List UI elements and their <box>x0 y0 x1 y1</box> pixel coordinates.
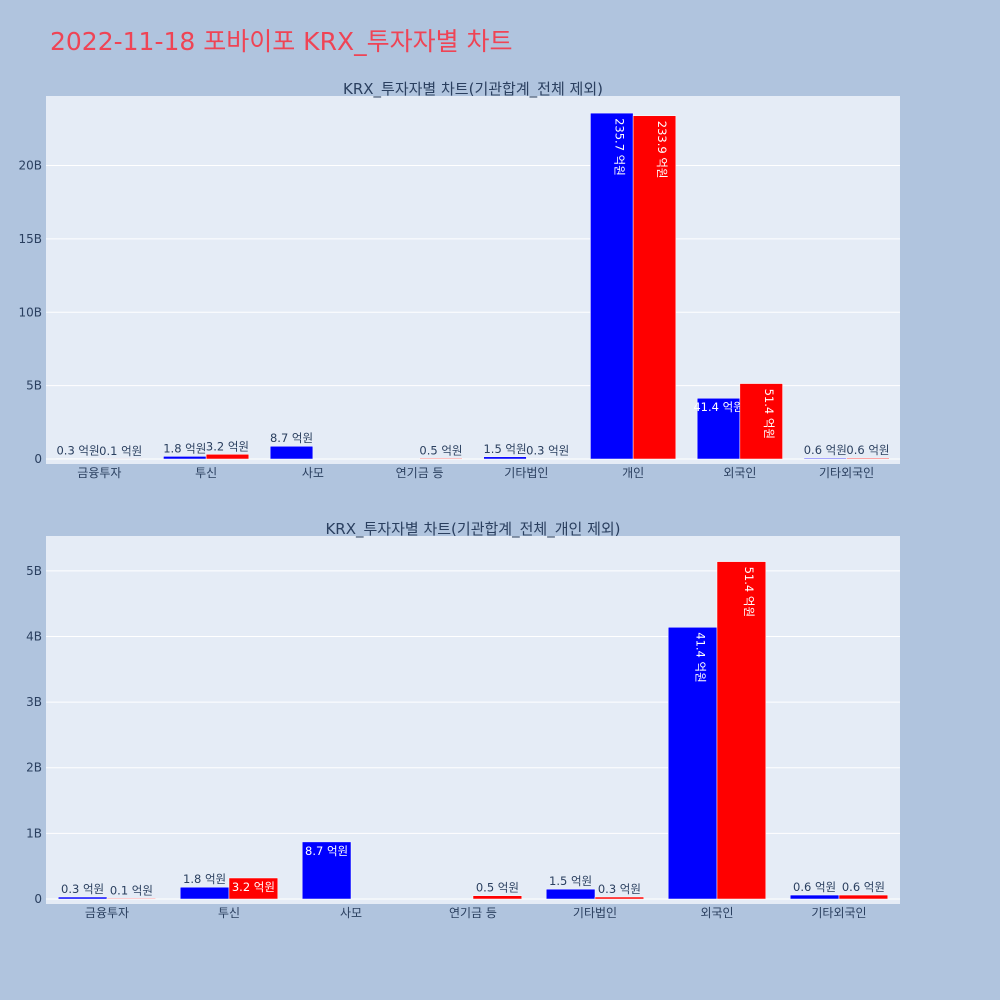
x-tick-label: 금융투자 <box>77 466 121 480</box>
bar-value-label: 3.2 억원 <box>206 439 249 453</box>
buy-bar <box>590 112 634 460</box>
bar-value-label: 0.6 억원 <box>846 443 889 457</box>
x-tick-label: 금융투자 <box>85 906 129 920</box>
buy-bar <box>789 894 840 900</box>
x-tick-label: 투신 <box>218 906 240 920</box>
sell-bar <box>472 895 523 900</box>
y-tick-label: 20B <box>18 159 42 173</box>
x-tick-label: 투신 <box>195 466 217 480</box>
chart-top: KRX_투자자별 차트(기관합계_전체 제외) 0 5B 10B 15B 20B 금융투자 0… <box>18 80 900 480</box>
bar-value-label: 8.7 억원 <box>305 844 348 858</box>
plot-area <box>46 536 900 904</box>
y-tick-label: 0 <box>34 452 42 466</box>
x-tick-label: 사모 <box>340 906 362 920</box>
x-tick-label: 사모 <box>302 466 324 480</box>
bar-value-label: 1.5 억원 <box>483 442 526 456</box>
y-tick-label: 2B <box>26 761 42 775</box>
buy-bar <box>301 841 352 900</box>
sell-bar <box>739 383 783 460</box>
x-tick-label: 외국인 <box>700 906 733 920</box>
y-tick-label: 5B <box>26 564 42 578</box>
main-title: 2022-11-18 포바이포 KRX_투자자별 차트 <box>50 27 513 56</box>
bar-value-label: 8.7 억원 <box>270 431 313 445</box>
buy-bar <box>179 886 230 900</box>
bar-value-label: 51.4 억원 <box>742 567 756 617</box>
x-tick-label: 기타법인 <box>504 466 548 480</box>
x-tick-label: 연기금 등 <box>449 906 497 920</box>
y-tick-label: 10B <box>18 305 42 319</box>
buy-bar <box>696 397 741 460</box>
buy-bar <box>269 445 314 460</box>
y-tick-label: 0 <box>34 892 42 906</box>
sell-bar <box>846 457 890 460</box>
sell-bar <box>716 561 767 900</box>
bar-value-label: 3.2 억원 <box>232 880 275 894</box>
x-tick-label: 기타법인 <box>573 906 617 920</box>
bar-value-label: 1.5 억원 <box>549 874 592 888</box>
buy-bar <box>163 456 207 460</box>
bar-value-label: 41.4 억원 <box>693 400 743 414</box>
bar-value-label: 0.6 억원 <box>793 880 836 894</box>
x-tick-label: 기타외국인 <box>811 906 866 920</box>
buy-bar <box>57 896 108 900</box>
bar-value-label: 233.9 억원 <box>655 121 669 179</box>
bar-value-label: 51.4 억원 <box>762 389 776 439</box>
bar-value-label: 0.1 억원 <box>99 444 142 458</box>
y-tick-label: 4B <box>26 629 42 643</box>
y-tick-label: 15B <box>18 232 42 246</box>
buy-bar <box>803 457 847 460</box>
y-tick-label: 1B <box>26 826 42 840</box>
bar-value-label: 0.6 억원 <box>804 443 847 457</box>
x-tick-label: 외국인 <box>723 466 756 480</box>
sell-bar <box>419 458 463 460</box>
bar-value-label: 0.1 억원 <box>110 883 153 897</box>
chart-title: KRX_투자자별 차트(기관합계_전체 제외) <box>343 80 603 99</box>
sell-bar <box>106 898 157 900</box>
bar-value-label: 0.5 억원 <box>476 881 519 895</box>
chart-bottom: KRX_투자자별 차트(기관합계_전체_개인 제외) 0 1B 2B 3B 4B 5B 금융투… <box>26 520 900 920</box>
buy-bar <box>667 627 718 900</box>
buy-bar <box>545 888 596 900</box>
y-tick-label: 5B <box>26 379 42 393</box>
x-tick-label: 개인 <box>622 466 644 480</box>
bar-value-label: 41.4 억원 <box>693 632 707 682</box>
bar-value-label: 0.3 억원 <box>56 444 99 458</box>
bar-value-label: 1.8 억원 <box>163 441 206 455</box>
bar-value-label: 0.3 억원 <box>526 444 569 458</box>
x-tick-label: 기타외국인 <box>819 466 874 480</box>
bar-value-label: 0.3 억원 <box>61 882 104 896</box>
bar-value-label: 0.5 억원 <box>419 443 462 457</box>
sell-bar <box>228 877 279 900</box>
sell-bar <box>632 115 677 460</box>
sell-bar <box>594 896 645 900</box>
x-tick-label: 연기금 등 <box>396 466 444 480</box>
bar-value-label: 0.6 억원 <box>842 880 885 894</box>
bar-value-label: 1.8 억원 <box>183 872 226 886</box>
chart-title: KRX_투자자별 차트(기관합계_전체_개인 제외) <box>325 520 620 539</box>
buy-bar <box>483 456 527 460</box>
bar-value-label: 0.3 억원 <box>598 882 641 896</box>
sell-bar <box>838 894 889 900</box>
y-tick-label: 3B <box>26 695 42 709</box>
sell-bar <box>205 454 250 460</box>
bar-value-label: 235.7 억원 <box>612 118 626 176</box>
